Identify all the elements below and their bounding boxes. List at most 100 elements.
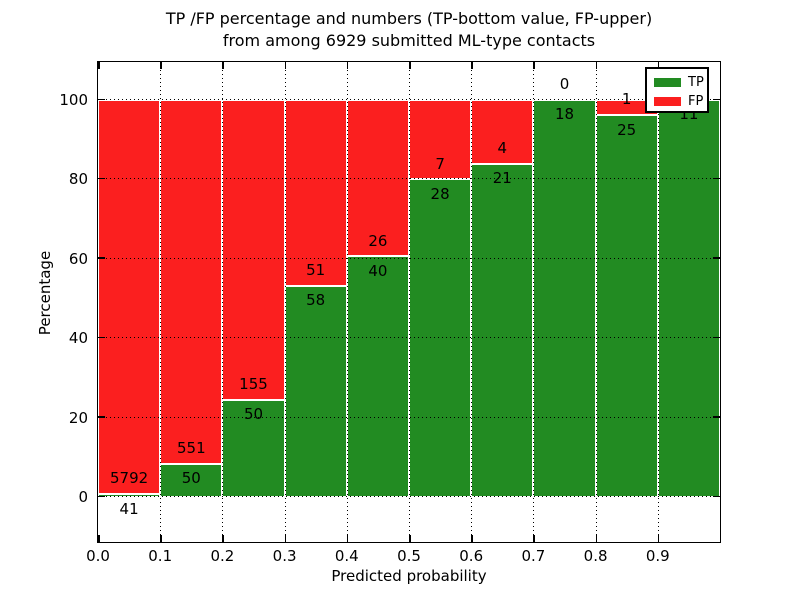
tp-swatch xyxy=(654,78,681,87)
y-axis-tick xyxy=(713,416,720,418)
gridline-horizontal xyxy=(98,496,719,497)
gridline-horizontal xyxy=(98,257,719,259)
fp-count-label: 7 xyxy=(435,154,445,173)
x-axis-tick xyxy=(409,535,411,542)
bar-fp-segment xyxy=(471,100,534,164)
x-tick-label: 0.9 xyxy=(645,547,670,565)
gridline-horizontal xyxy=(98,99,719,100)
fp-count-label: 4 xyxy=(497,138,508,157)
x-axis-tick xyxy=(657,62,660,69)
gridline-horizontal xyxy=(98,416,719,418)
x-tick-label: 0.8 xyxy=(583,547,608,565)
fp-count-label: 0 xyxy=(559,75,570,94)
y-axis-tick xyxy=(713,98,720,100)
gridline-vertical xyxy=(471,62,473,541)
x-axis-tick xyxy=(284,62,287,69)
fp-count-label: 5792 xyxy=(110,469,149,488)
y-tick-label: 40 xyxy=(68,329,88,348)
y-tick-label: 20 xyxy=(68,408,88,427)
fp-count-label: 551 xyxy=(176,439,206,458)
x-axis-tick xyxy=(284,535,287,542)
bar-tp-segment xyxy=(409,179,472,497)
x-tick-label: 0.0 xyxy=(86,547,110,565)
bar-tp-segment xyxy=(346,256,409,497)
x-axis-tick xyxy=(471,62,473,69)
gridline-vertical xyxy=(160,62,162,541)
y-axis-tick xyxy=(713,177,720,180)
gridline-vertical xyxy=(595,62,597,541)
y-axis-tick xyxy=(98,98,105,100)
x-axis-tick xyxy=(98,535,100,542)
x-axis-tick xyxy=(346,535,349,542)
x-tick-label: 0.5 xyxy=(397,547,421,565)
y-tick-label: 100 xyxy=(59,91,88,109)
x-tick-label: 0.3 xyxy=(272,547,297,565)
y-axis-tick xyxy=(98,257,105,259)
tp-count-label: 25 xyxy=(617,120,637,139)
y-axis-tick xyxy=(713,336,720,339)
bar-fp-segment xyxy=(98,100,161,495)
tp-count-label: 58 xyxy=(306,291,326,310)
bar-tp-segment xyxy=(471,163,534,497)
x-axis-tick xyxy=(657,535,660,542)
x-axis-tick xyxy=(595,62,598,69)
tp-count-label: 40 xyxy=(368,261,388,280)
legend-entry-label: FP xyxy=(688,94,704,109)
tp-count-label: 18 xyxy=(554,105,575,124)
x-axis-tick xyxy=(595,535,598,542)
y-tick-label: 80 xyxy=(68,170,88,189)
x-axis-tick xyxy=(222,62,224,69)
x-axis-label: Predicted probability xyxy=(331,567,487,585)
y-axis-tick xyxy=(98,177,105,180)
tp-count-label: 50 xyxy=(243,405,264,424)
y-tick-label: 60 xyxy=(68,249,88,268)
tp-count-label: 28 xyxy=(430,184,450,203)
x-axis-tick xyxy=(98,62,100,69)
gridline-horizontal xyxy=(98,337,719,339)
bar-tp-segment xyxy=(284,285,347,497)
x-axis-tick xyxy=(222,535,224,542)
x-axis-tick xyxy=(533,535,535,542)
x-tick-label: 0.1 xyxy=(148,547,173,565)
gridline-vertical xyxy=(284,62,286,541)
x-axis-tick xyxy=(533,62,535,69)
legend-entry-fp: FP xyxy=(654,92,707,111)
x-axis-tick xyxy=(160,535,162,542)
bar-fp-segment xyxy=(284,100,347,286)
x-tick-label: 0.7 xyxy=(521,547,546,565)
bar-fp-segment xyxy=(346,100,409,257)
gridline-vertical xyxy=(657,62,659,541)
y-tick-label: 0 xyxy=(78,488,88,506)
bar-tp-segment xyxy=(657,100,720,497)
y-axis-tick xyxy=(98,495,105,497)
bar-tp-segment xyxy=(595,115,658,497)
x-axis-tick xyxy=(160,62,162,69)
gridline-vertical xyxy=(409,62,410,541)
x-tick-label: 0.4 xyxy=(334,547,359,565)
x-axis-tick xyxy=(471,535,473,542)
gridline-vertical xyxy=(222,62,224,541)
fp-count-label: 155 xyxy=(239,375,268,394)
chart-subtitle: from among 6929 submitted ML-type contac… xyxy=(222,31,596,50)
tp-count-label: 50 xyxy=(181,469,201,488)
bar-fp-segment xyxy=(160,100,223,464)
fp-swatch xyxy=(654,97,681,106)
y-axis-tick xyxy=(713,257,720,259)
x-tick-label: 0.2 xyxy=(210,547,235,565)
plot-area: 579241551501555051582640728421018125011 xyxy=(97,61,721,543)
legend-entry-tp: TP xyxy=(654,73,707,92)
fp-count-label: 26 xyxy=(368,231,388,250)
bar-fp-segment xyxy=(222,100,285,401)
y-axis-tick xyxy=(713,495,720,497)
chart-title: TP /FP percentage and numbers (TP-bottom… xyxy=(165,9,653,28)
x-tick-label: 0.6 xyxy=(459,547,484,565)
legend: TP FP xyxy=(645,67,709,113)
fp-count-label: 1 xyxy=(621,90,632,109)
legend-entry-label: TP xyxy=(688,75,704,90)
tp-count-label: 21 xyxy=(492,168,512,187)
fp-count-label: 51 xyxy=(306,260,326,279)
bar-tp-segment xyxy=(533,100,596,497)
gridline-vertical xyxy=(346,62,348,541)
x-axis-tick xyxy=(346,62,349,69)
